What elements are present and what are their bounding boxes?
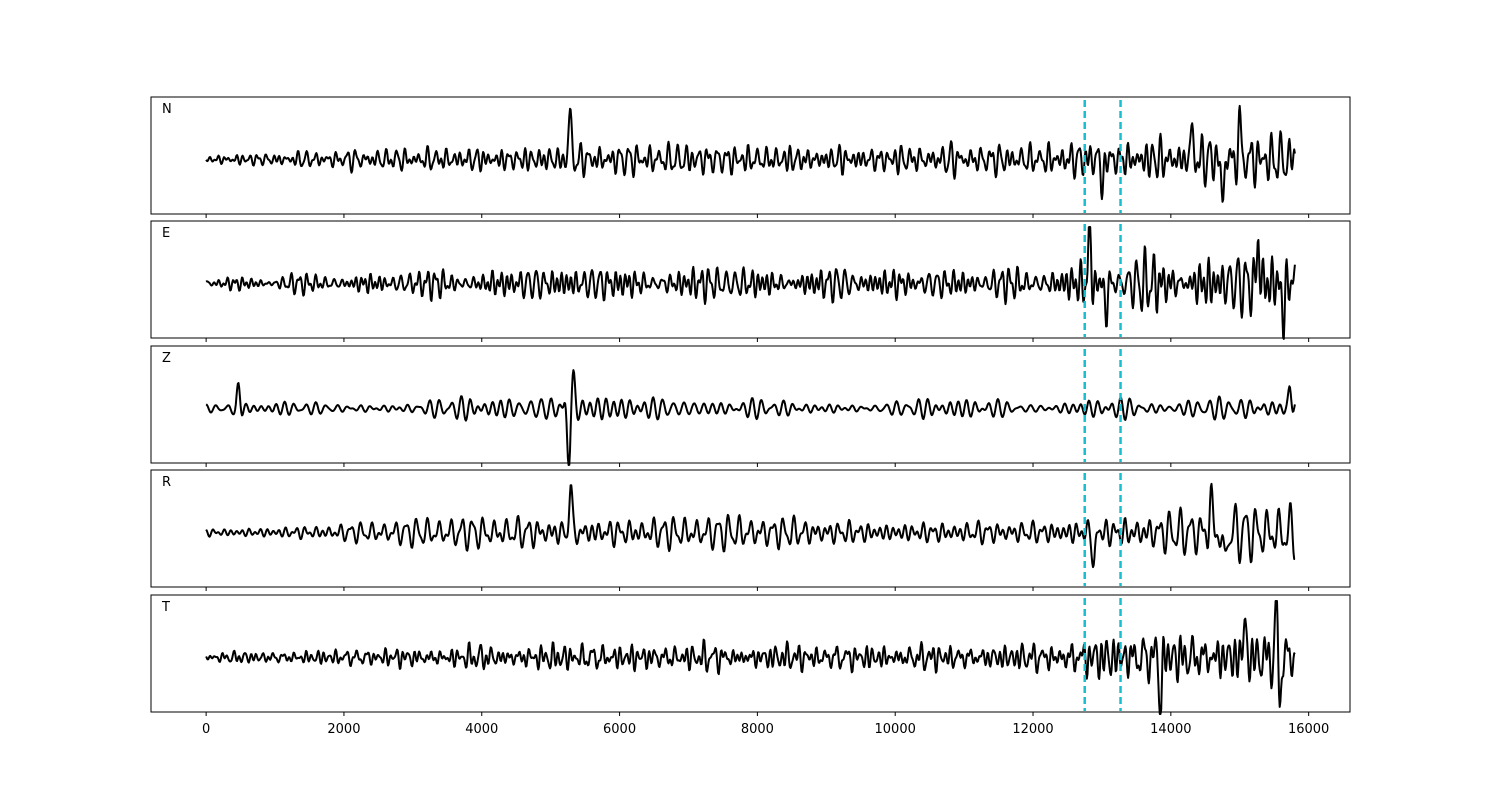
- channel-label-e: E: [162, 226, 170, 241]
- channel-label-z: Z: [162, 351, 171, 366]
- trace-n: [205, 104, 1296, 203]
- x-tick-label: 10000: [875, 722, 916, 737]
- channel-panel-t: T: [150, 594, 1351, 716]
- channel-panel-r: R: [150, 469, 1351, 591]
- panel-frame-z: [150, 345, 1351, 464]
- x-tick-label: 0: [202, 722, 210, 737]
- x-tick-label: 6000: [603, 722, 636, 737]
- x-tick-label: 16000: [1288, 722, 1329, 737]
- x-tick-label: 4000: [465, 722, 498, 737]
- channel-panel-n: N: [150, 96, 1351, 218]
- channel-label-r: R: [162, 475, 171, 490]
- channel-panel-z: Z: [150, 345, 1351, 467]
- trace-t: [205, 600, 1296, 715]
- x-tick-label: 12000: [1012, 722, 1053, 737]
- trace-e: [205, 226, 1296, 340]
- channel-panels: N E Z R T: [150, 96, 1351, 716]
- x-tick-label: 14000: [1150, 722, 1191, 737]
- trace-z: [205, 369, 1296, 466]
- panel-frame-r: [150, 469, 1351, 588]
- x-axis: 0 2000 4000 6000 8000 10000 12000 14000 16000: [202, 722, 1329, 737]
- panel-frame-n: [150, 96, 1351, 215]
- channel-panel-e: E: [150, 220, 1351, 342]
- channel-label-n: N: [162, 102, 172, 117]
- x-tick-label: 8000: [741, 722, 774, 737]
- panel-frame-t: [150, 594, 1351, 713]
- channel-label-t: T: [161, 600, 170, 615]
- trace-r: [205, 482, 1296, 569]
- panel-frame-e: [150, 220, 1351, 339]
- x-tick-label: 2000: [327, 722, 360, 737]
